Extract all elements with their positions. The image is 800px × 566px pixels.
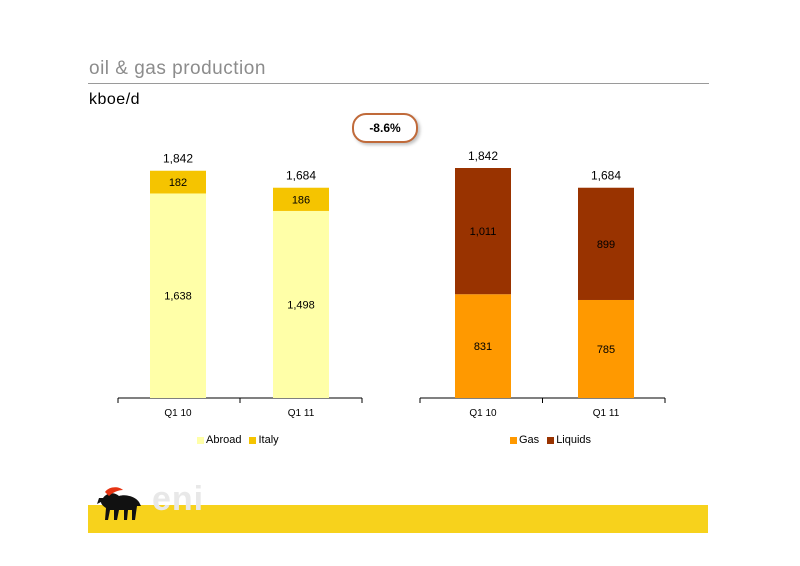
data-label-italy-0: 182 xyxy=(169,177,187,189)
title-divider xyxy=(88,83,709,84)
bar-gas-0 xyxy=(455,294,511,398)
legend-swatch-italy xyxy=(249,436,257,444)
legend-label-italy: Italy xyxy=(258,434,279,446)
footer-band xyxy=(88,505,708,533)
eni-logo-text: eni xyxy=(152,480,205,518)
category-label-0-1: Q1 11 xyxy=(288,408,315,419)
legend-swatch-abroad xyxy=(197,436,204,444)
category-label-0-0: Q1 10 xyxy=(164,408,192,419)
data-label-italy-1: 186 xyxy=(292,194,310,206)
legend-label-liquids: Liquids xyxy=(556,434,592,446)
bar-gas-1 xyxy=(578,299,634,398)
legend-swatch-gas xyxy=(510,436,517,444)
category-label-1-1: Q1 11 xyxy=(593,408,620,419)
data-label-liquids-0: 1,011 xyxy=(470,226,497,238)
legend-label-gas: Gas xyxy=(519,434,540,446)
legend-label-abroad: Abroad xyxy=(206,434,242,446)
total-label-1-0: 1,842 xyxy=(468,149,498,163)
legend-left: Abroad Italy xyxy=(197,434,283,446)
bar-abroad-0 xyxy=(150,193,206,398)
unit-label: kboe/d xyxy=(89,91,141,108)
six-legged-dog-icon xyxy=(97,487,141,520)
bar-liquids-0 xyxy=(455,168,511,295)
legend-item-abroad: Abroad xyxy=(197,434,241,446)
data-label-liquids-1: 899 xyxy=(597,239,615,251)
page-title: oil & gas production xyxy=(89,58,266,79)
change-badge: -8.6% xyxy=(352,113,418,143)
total-label-0-0: 1,842 xyxy=(163,152,193,166)
legend-item-italy: Italy xyxy=(249,434,279,446)
data-label-abroad-1: 1,498 xyxy=(287,299,315,311)
legend-right: Gas Liquids xyxy=(510,434,595,446)
bar-liquids-1 xyxy=(578,187,634,300)
bar-italy-1 xyxy=(273,187,329,211)
data-label-gas-1: 785 xyxy=(597,344,615,356)
legend-swatch-liquids xyxy=(547,436,555,444)
bar-italy-0 xyxy=(150,170,206,194)
bar-abroad-1 xyxy=(273,210,329,398)
data-label-gas-0: 831 xyxy=(474,341,492,353)
legend-item-gas: Gas xyxy=(510,434,539,446)
total-label-1-1: 1,684 xyxy=(591,169,621,183)
category-label-1-0: Q1 10 xyxy=(469,408,497,419)
legend-item-liquids: Liquids xyxy=(547,434,591,446)
data-label-abroad-0: 1,638 xyxy=(164,291,192,303)
total-label-0-1: 1,684 xyxy=(286,169,316,183)
